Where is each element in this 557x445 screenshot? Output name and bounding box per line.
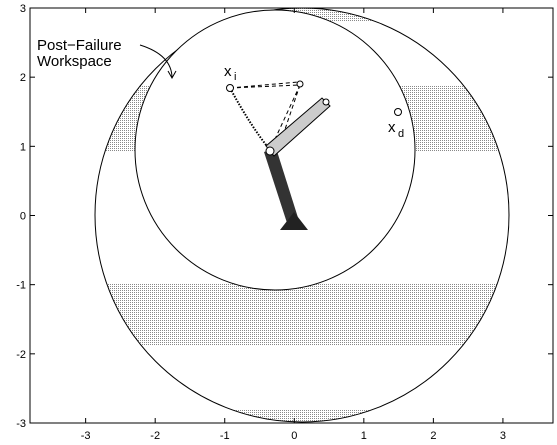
point-subscript: d [398,128,404,140]
point-label: x [388,119,396,136]
x-tick-label: -2 [150,430,160,442]
x-tick-label: 0 [291,430,297,442]
x-tick-label: -3 [81,430,91,442]
x-tick-label: -1 [220,430,230,442]
y-tick-label: -3 [16,418,26,430]
y-tick-label: 0 [20,211,26,223]
y-tick-label: 1 [20,141,26,153]
point-subscript: i [234,71,236,83]
y-tick-label: -1 [16,280,26,292]
x-tick-label: 3 [500,430,506,442]
annotation: Workspace [37,53,112,70]
annotation: Post−Failure [37,37,122,54]
y-tick-label: -2 [16,349,26,361]
figure: Post−Failure Workspace x i x d -3 -2 -1 0 1 2… [0,0,557,445]
y-tick-label: 3 [20,3,26,15]
y-tick-label: 2 [20,72,26,84]
x-tick-label: 2 [430,430,436,442]
x-tick-label: 1 [361,430,367,442]
point-label: x [224,63,232,80]
